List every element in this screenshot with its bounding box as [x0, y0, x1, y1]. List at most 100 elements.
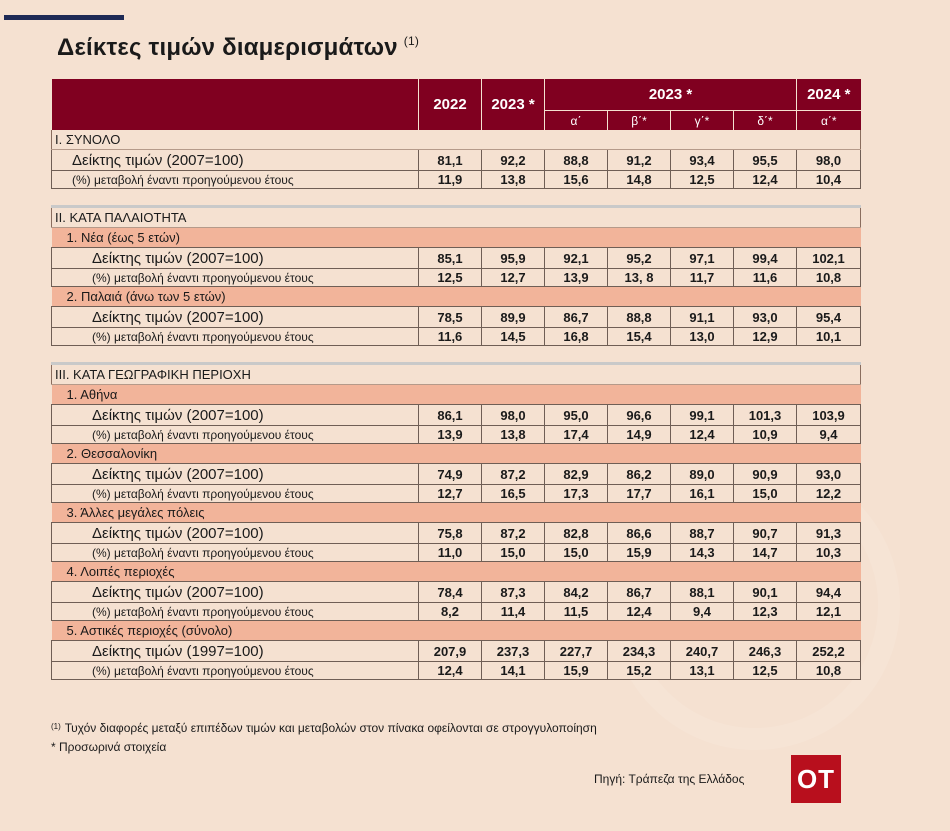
- footnote-rounding: (1) Τυχόν διαφορές μεταξύ επιπέδων τιμών …: [51, 721, 597, 735]
- value-cell: 227,7: [544, 640, 608, 662]
- value-cell: 95,9: [481, 247, 545, 269]
- row-label: (%) μεταβολή έναντι προηγούμενου έτους: [51, 484, 419, 503]
- header-2023-quarters: 2023 *: [544, 79, 797, 111]
- value-cell: 78,4: [418, 581, 482, 603]
- value-cell: 98,0: [481, 404, 545, 426]
- row-label: Δείκτης τιμών (2007=100): [51, 149, 419, 171]
- value-cell: 15,9: [544, 661, 608, 680]
- value-cell: 13,8: [481, 170, 545, 189]
- table-row: Δείκτης τιμών (2007=100) 78,5 89,9 86,7 88,8…: [51, 306, 861, 328]
- value-cell: 15,4: [607, 327, 671, 346]
- value-cell: 99,4: [733, 247, 797, 269]
- value-cell: 89,0: [670, 463, 734, 485]
- value-cell: 15,0: [544, 543, 608, 562]
- table-row: (%) μεταβολή έναντι προηγούμενου έτους 11…: [51, 170, 861, 189]
- row-label: Δείκτης τιμών (2007=100): [51, 463, 419, 485]
- table-row: (%) μεταβολή έναντι προηγούμενου έτους 12…: [51, 268, 861, 287]
- value-cell: 15,0: [733, 484, 797, 503]
- header-q3-2023: γ΄*: [670, 110, 734, 130]
- value-cell: 12,4: [607, 602, 671, 621]
- price-index-table: 2022 2023 * 2023 * 2024 * α΄ β΄* γ΄* δ΄*…: [51, 79, 861, 680]
- subsection-other-cities: 3. Άλλες μεγάλες πόλεις: [51, 502, 419, 523]
- value-cell: 99,1: [670, 404, 734, 426]
- value-cell: 13,8: [481, 425, 545, 444]
- value-cell: 94,4: [796, 581, 861, 603]
- section-by-age: ΙΙ. ΚΑΤΑ ΠΑΛΑΙΟΤΗΤΑ: [51, 206, 861, 228]
- value-cell: 13,0: [670, 327, 734, 346]
- row-label: (%) μεταβολή έναντι προηγούμενου έτους: [51, 327, 419, 346]
- header-q2-2023: β΄*: [607, 110, 671, 130]
- value-cell: 14,1: [481, 661, 545, 680]
- section-spacer: [51, 188, 861, 208]
- value-cell: 11,9: [418, 170, 482, 189]
- row-label: (%) μεταβολή έναντι προηγούμενου έτους: [51, 268, 419, 287]
- value-cell: 12,1: [796, 602, 861, 621]
- row-label: Δείκτης τιμών (2007=100): [51, 404, 419, 426]
- row-label: (%) μεταβολή έναντι προηγούμενου έτους: [51, 543, 419, 562]
- header-2022: 2022: [418, 79, 482, 130]
- value-cell: 10,9: [733, 425, 797, 444]
- table-row: Δείκτης τιμών (2007=100) 78,4 87,3 84,2 86,7…: [51, 581, 861, 603]
- value-cell: 95,4: [796, 306, 861, 328]
- value-cell: 12,4: [418, 661, 482, 680]
- value-cell: 82,9: [544, 463, 608, 485]
- value-cell: 10,1: [796, 327, 861, 346]
- footnote-provisional: * Προσωρινά στοιχεία: [51, 740, 167, 754]
- value-cell: 15,0: [481, 543, 545, 562]
- value-cell: 11,4: [481, 602, 545, 621]
- table-row: Δείκτης τιμών (2007=100) 75,8 87,2 82,8 86,6…: [51, 522, 861, 544]
- value-cell: 14,7: [733, 543, 797, 562]
- value-cell: 91,1: [670, 306, 734, 328]
- value-cell: 207,9: [418, 640, 482, 662]
- value-cell: 12,7: [418, 484, 482, 503]
- value-cell: 86,7: [607, 581, 671, 603]
- value-cell: 10,4: [796, 170, 861, 189]
- value-cell: 91,2: [607, 149, 671, 171]
- value-cell: 14,8: [607, 170, 671, 189]
- section-spacer: [51, 345, 861, 365]
- subsection-urban: 5. Αστικές περιοχές (σύνολο): [51, 620, 419, 641]
- header-q1-2023: α΄: [544, 110, 608, 130]
- value-cell: 95,2: [607, 247, 671, 269]
- value-cell: 13,9: [544, 268, 608, 287]
- table-row: (%) μεταβολή έναντι προηγούμενου έτους 12…: [51, 661, 861, 680]
- value-cell: 87,2: [481, 463, 545, 485]
- value-cell: 12,4: [670, 425, 734, 444]
- value-cell: 17,3: [544, 484, 608, 503]
- value-cell: 246,3: [733, 640, 797, 662]
- value-cell: 11,0: [418, 543, 482, 562]
- value-cell: 81,1: [418, 149, 482, 171]
- value-cell: 14,9: [607, 425, 671, 444]
- table-row: Δείκτης τιμών (2007=100) 85,1 95,9 92,1 95,2…: [51, 247, 861, 269]
- subsection-rest: 4. Λοιπές περιοχές: [51, 561, 419, 582]
- table-row: (%) μεταβολή έναντι προηγούμενου έτους 11…: [51, 327, 861, 346]
- value-cell: 12,7: [481, 268, 545, 287]
- table-row: (%) μεταβολή έναντι προηγούμενου έτους 11…: [51, 543, 861, 562]
- value-cell: 12,5: [418, 268, 482, 287]
- value-cell: 15,6: [544, 170, 608, 189]
- value-cell: 86,1: [418, 404, 482, 426]
- value-cell: 101,3: [733, 404, 797, 426]
- value-cell: 78,5: [418, 306, 482, 328]
- footnote-mark: (1): [51, 722, 61, 731]
- value-cell: 17,7: [607, 484, 671, 503]
- subsection-thessaloniki: 2. Θεσσαλονίκη: [51, 443, 419, 464]
- value-cell: 97,1: [670, 247, 734, 269]
- value-cell: 92,2: [481, 149, 545, 171]
- top-accent-rule: [4, 15, 124, 20]
- value-cell: 86,2: [607, 463, 671, 485]
- value-cell: 90,7: [733, 522, 797, 544]
- value-cell: 82,8: [544, 522, 608, 544]
- value-cell: 11,5: [544, 602, 608, 621]
- value-cell: 89,9: [481, 306, 545, 328]
- row-label: (%) μεταβολή έναντι προηγούμενου έτους: [51, 661, 419, 680]
- value-cell: 92,1: [544, 247, 608, 269]
- value-cell: 13, 8: [607, 268, 671, 287]
- value-cell: 12,5: [733, 661, 797, 680]
- value-cell: 14,3: [670, 543, 734, 562]
- value-cell: 252,2: [796, 640, 861, 662]
- value-cell: 88,8: [607, 306, 671, 328]
- value-cell: 8,2: [418, 602, 482, 621]
- value-cell: 86,6: [607, 522, 671, 544]
- table-row: Δείκτης τιμών (2007=100) 86,1 98,0 95,0 96,6…: [51, 404, 861, 426]
